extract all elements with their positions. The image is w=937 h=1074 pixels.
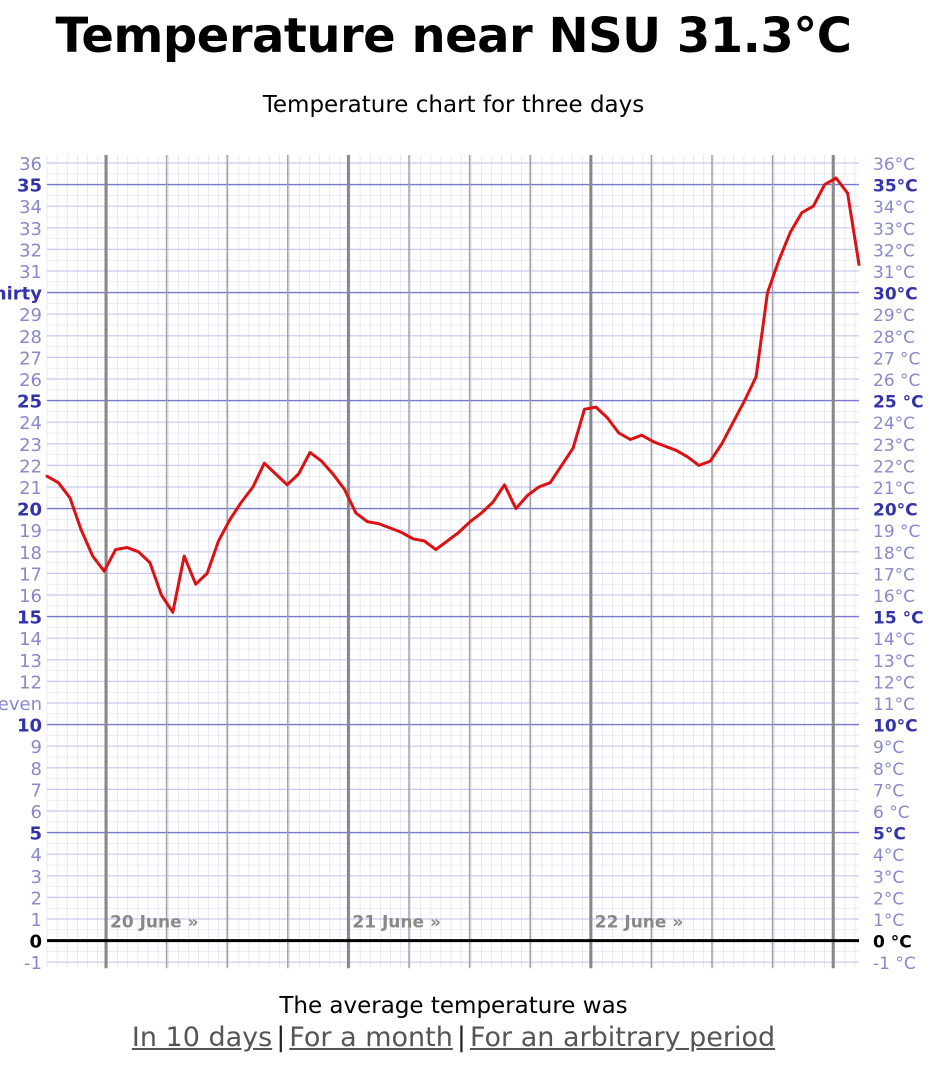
left-tick-label: 0 bbox=[29, 932, 42, 953]
right-tick-label: 9°C bbox=[873, 738, 904, 758]
right-tick-label: 35°C bbox=[873, 177, 918, 197]
right-tick-label: 1°C bbox=[873, 911, 904, 931]
left-tick-label: 18 bbox=[19, 543, 42, 564]
right-tick-label: 10°C bbox=[873, 717, 918, 737]
day-labels: 20 June » 21 June » 22 June » bbox=[110, 913, 683, 933]
right-tick-label: 24°C bbox=[873, 414, 915, 434]
left-tick-label: thirty bbox=[0, 284, 42, 305]
left-tick-label: 4 bbox=[31, 845, 42, 866]
right-tick-label: 36°C bbox=[873, 155, 915, 175]
link-month[interactable]: For a month bbox=[289, 1022, 453, 1053]
right-tick-label: 19 °C bbox=[873, 522, 920, 542]
link-separator: | bbox=[276, 1022, 286, 1053]
left-tick-label: 24 bbox=[19, 413, 42, 434]
right-tick-label: 32°C bbox=[873, 241, 915, 261]
left-tick-label: 9 bbox=[31, 737, 42, 758]
left-tick-label: 20 bbox=[17, 500, 42, 521]
left-tick-label: 28 bbox=[19, 327, 42, 348]
day-label: 21 June » bbox=[352, 913, 441, 933]
left-tick-label: 6 bbox=[31, 802, 42, 823]
link-separator: | bbox=[456, 1022, 466, 1053]
right-tick-label: 22°C bbox=[873, 457, 915, 477]
right-tick-label: 20°C bbox=[873, 501, 918, 521]
right-tick-label: 13°C bbox=[873, 652, 915, 672]
right-tick-label: -1 °C bbox=[873, 954, 916, 974]
left-tick-label: 25 bbox=[17, 392, 42, 413]
right-axis-ticks: -1 °C0 °C1°C2°C3°C4°C5°C6 °C7°C8°C9°C10°… bbox=[873, 155, 924, 974]
day-label: 20 June » bbox=[110, 913, 199, 933]
right-tick-label: 29°C bbox=[873, 306, 915, 326]
right-tick-label: 17°C bbox=[873, 565, 915, 585]
right-tick-label: 4°C bbox=[873, 846, 904, 866]
temperature-series-line bbox=[45, 176, 861, 614]
left-tick-label: 27 bbox=[19, 348, 42, 369]
left-tick-label: 22 bbox=[19, 456, 42, 477]
left-tick-label: -1 bbox=[24, 953, 42, 974]
left-axis-ticks: -1012345678910eleven12131415161718192021… bbox=[0, 154, 42, 974]
right-tick-label: 26 °C bbox=[873, 371, 920, 391]
right-tick-label: 28°C bbox=[873, 328, 915, 348]
chart-subtitle: Temperature chart for three days bbox=[262, 92, 645, 118]
average-temperature-text: The average temperature was bbox=[279, 993, 628, 1019]
right-tick-label: 16°C bbox=[873, 587, 915, 607]
left-tick-label: 32 bbox=[19, 240, 42, 261]
right-tick-label: 21°C bbox=[873, 479, 915, 499]
left-tick-label: 15 bbox=[17, 608, 42, 629]
left-tick-label: 8 bbox=[31, 759, 42, 780]
right-tick-label: 8°C bbox=[873, 760, 904, 780]
right-tick-label: 18°C bbox=[873, 544, 915, 564]
left-tick-label: 7 bbox=[31, 780, 42, 801]
left-tick-label: 14 bbox=[19, 629, 42, 650]
left-tick-label: 35 bbox=[17, 176, 42, 197]
right-tick-label: 33°C bbox=[873, 220, 915, 240]
right-tick-label: 2°C bbox=[873, 889, 904, 909]
left-tick-label: 10 bbox=[17, 716, 42, 737]
right-tick-label: 12°C bbox=[873, 673, 915, 693]
vertical-grid bbox=[104, 155, 835, 969]
temperature-chart: -1012345678910eleven12131415161718192021… bbox=[0, 154, 924, 974]
left-tick-label: 3 bbox=[31, 867, 42, 888]
right-tick-label: 34°C bbox=[873, 198, 915, 218]
left-tick-label: 33 bbox=[19, 219, 42, 240]
left-tick-label: 13 bbox=[19, 651, 42, 672]
period-links: In 10 days | For a month | For an arbitrary … bbox=[0, 1022, 907, 1053]
link-arbitrary-period[interactable]: For an arbitrary period bbox=[469, 1022, 776, 1053]
right-tick-label: 25 °C bbox=[873, 393, 924, 413]
horizontal-grid bbox=[47, 162, 859, 963]
right-tick-label: 23°C bbox=[873, 436, 915, 456]
left-tick-label: 19 bbox=[19, 521, 42, 542]
right-tick-label: 15 °C bbox=[873, 609, 924, 629]
left-tick-label: 34 bbox=[19, 197, 42, 218]
right-tick-label: 27 °C bbox=[873, 349, 920, 369]
link-10-days[interactable]: In 10 days bbox=[131, 1022, 273, 1053]
left-tick-label: 12 bbox=[19, 672, 42, 693]
right-tick-label: 11°C bbox=[873, 695, 915, 715]
left-tick-label: 17 bbox=[19, 564, 42, 585]
left-tick-label: 23 bbox=[19, 435, 42, 456]
left-tick-label: 21 bbox=[19, 478, 42, 499]
day-label: 22 June » bbox=[595, 913, 684, 933]
right-tick-label: 3°C bbox=[873, 868, 904, 888]
right-tick-label: 0 °C bbox=[873, 933, 912, 953]
minor-grid bbox=[46, 155, 859, 968]
page-title: Temperature near NSU 31.3°C bbox=[55, 8, 852, 64]
left-tick-label: 5 bbox=[29, 824, 42, 845]
left-tick-label: 36 bbox=[19, 154, 42, 175]
left-tick-label: 31 bbox=[19, 262, 42, 283]
right-tick-label: 6 °C bbox=[873, 803, 910, 823]
left-tick-label: eleven bbox=[0, 694, 42, 715]
left-tick-label: 2 bbox=[31, 888, 42, 909]
left-tick-label: 16 bbox=[19, 586, 42, 607]
left-tick-label: 29 bbox=[19, 305, 42, 326]
right-tick-label: 14°C bbox=[873, 630, 915, 650]
series-group bbox=[45, 176, 861, 614]
left-tick-label: 26 bbox=[19, 370, 42, 391]
left-tick-label: 1 bbox=[31, 910, 42, 931]
right-tick-label: 7°C bbox=[873, 781, 904, 801]
right-tick-label: 31°C bbox=[873, 263, 915, 283]
right-tick-label: 30°C bbox=[873, 285, 918, 305]
right-tick-label: 5°C bbox=[873, 825, 906, 845]
